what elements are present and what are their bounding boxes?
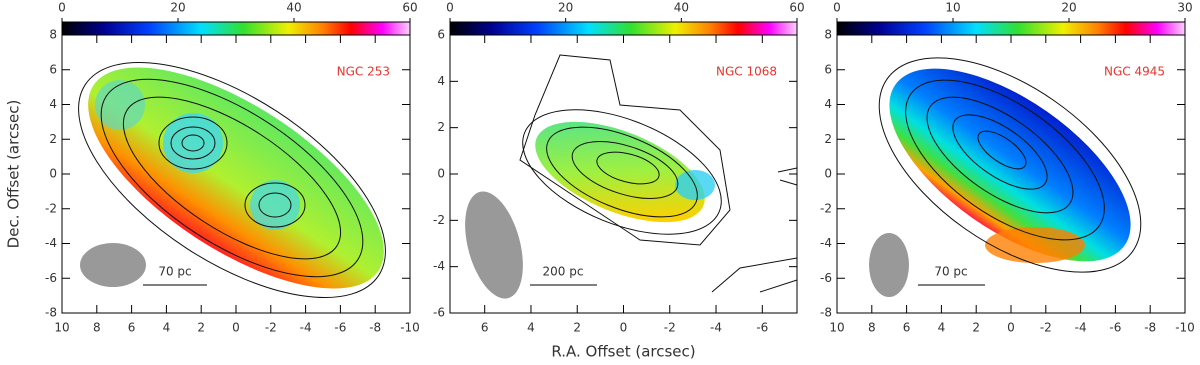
- x-tick-label: 2: [573, 321, 581, 335]
- x-tick-label: 0: [620, 321, 628, 335]
- map-image: [869, 57, 1142, 297]
- x-tick-label: 0: [1007, 321, 1015, 335]
- y-tick-label: -2: [433, 213, 445, 227]
- y-tick-label: -4: [433, 259, 445, 273]
- x-tick-label: 10: [54, 321, 69, 335]
- y-tick-label: 6: [49, 62, 57, 76]
- y-tick-label: 4: [49, 97, 57, 111]
- colorbar: [61, 21, 411, 36]
- scale-label: 70 pc: [934, 265, 967, 279]
- y-tick-label: 6: [824, 62, 832, 76]
- y-tick-label: 4: [437, 74, 445, 88]
- galaxy-label: NGC 1068: [716, 65, 777, 79]
- x-tick-label: 4: [938, 321, 946, 335]
- map-image: [78, 61, 386, 299]
- x-tick-label: -4: [300, 321, 312, 335]
- x-tick-label: -4: [710, 321, 722, 335]
- colorbar-tick-label: 20: [1061, 1, 1076, 15]
- x-tick-label: 4: [163, 321, 171, 335]
- x-tick-label: -6: [756, 321, 768, 335]
- y-tick-label: 2: [437, 120, 445, 134]
- x-tick-label: -2: [664, 321, 676, 335]
- x-axis-label: R.A. Offset (arcsec): [551, 343, 695, 361]
- colorbar-tick-label: 60: [402, 1, 417, 15]
- x-tick-label: 4: [527, 321, 535, 335]
- y-axis-label: Dec. Offset (arcsec): [5, 100, 23, 249]
- y-tick-label: 2: [49, 132, 57, 146]
- map-image: [465, 54, 798, 299]
- galaxy-label: NGC 253: [337, 65, 390, 79]
- y-tick-label: -6: [45, 271, 57, 285]
- x-tick-label: -10: [1175, 321, 1195, 335]
- x-tick-label: 2: [972, 321, 980, 335]
- y-tick-label: 0: [437, 167, 445, 181]
- y-tick-label: -4: [820, 236, 832, 250]
- y-tick-label: -6: [820, 271, 832, 285]
- x-tick-label: -10: [400, 321, 420, 335]
- colorbar-tick-label: 20: [558, 1, 573, 15]
- colorbar-tick-label: 0: [58, 1, 66, 15]
- x-tick-label: 6: [903, 321, 911, 335]
- y-tick-label: 8: [49, 28, 57, 42]
- x-tick-label: -8: [1144, 321, 1156, 335]
- x-tick-label: 10: [829, 321, 844, 335]
- colorbar-tick-label: 0: [833, 1, 841, 15]
- y-tick-label: -2: [45, 201, 57, 215]
- x-tick-label: 0: [232, 321, 240, 335]
- colorbar-tick-label: 10: [945, 1, 960, 15]
- x-tick-label: -8: [369, 321, 381, 335]
- y-tick-label: 0: [49, 167, 57, 181]
- y-tick-label: 6: [437, 28, 445, 42]
- x-tick-label: 2: [197, 321, 205, 335]
- y-tick-label: 4: [824, 97, 832, 111]
- x-tick-label: 6: [128, 321, 136, 335]
- scale-label: 70 pc: [158, 265, 191, 279]
- y-tick-label: 8: [824, 28, 832, 42]
- colorbar-tick-label: 20: [170, 1, 185, 15]
- colorbar-tick-label: 40: [286, 1, 301, 15]
- x-tick-label: -6: [1109, 321, 1121, 335]
- x-tick-label: -4: [1075, 321, 1087, 335]
- x-tick-label: -2: [265, 321, 277, 335]
- y-tick-label: 0: [824, 167, 832, 181]
- colorbar: [836, 21, 1186, 36]
- scale-label: 200 pc: [543, 265, 584, 279]
- y-tick-label: -6: [433, 306, 445, 320]
- colorbar-tick-label: 30: [1177, 1, 1192, 15]
- x-tick-label: -6: [334, 321, 346, 335]
- colorbar-tick-label: 40: [674, 1, 689, 15]
- y-tick-label: -4: [45, 236, 57, 250]
- galaxy-label: NGC 4945: [1104, 65, 1165, 79]
- colorbar-tick-label: 60: [789, 1, 804, 15]
- y-tick-label: -8: [820, 306, 832, 320]
- x-tick-label: 6: [481, 321, 489, 335]
- y-tick-label: -8: [45, 306, 57, 320]
- x-tick-label: 8: [868, 321, 876, 335]
- colorbar: [449, 21, 798, 36]
- y-tick-label: 2: [824, 132, 832, 146]
- y-tick-label: -2: [820, 201, 832, 215]
- x-tick-label: 8: [93, 321, 101, 335]
- x-tick-label: -2: [1040, 321, 1052, 335]
- colorbar-tick-label: 0: [446, 1, 454, 15]
